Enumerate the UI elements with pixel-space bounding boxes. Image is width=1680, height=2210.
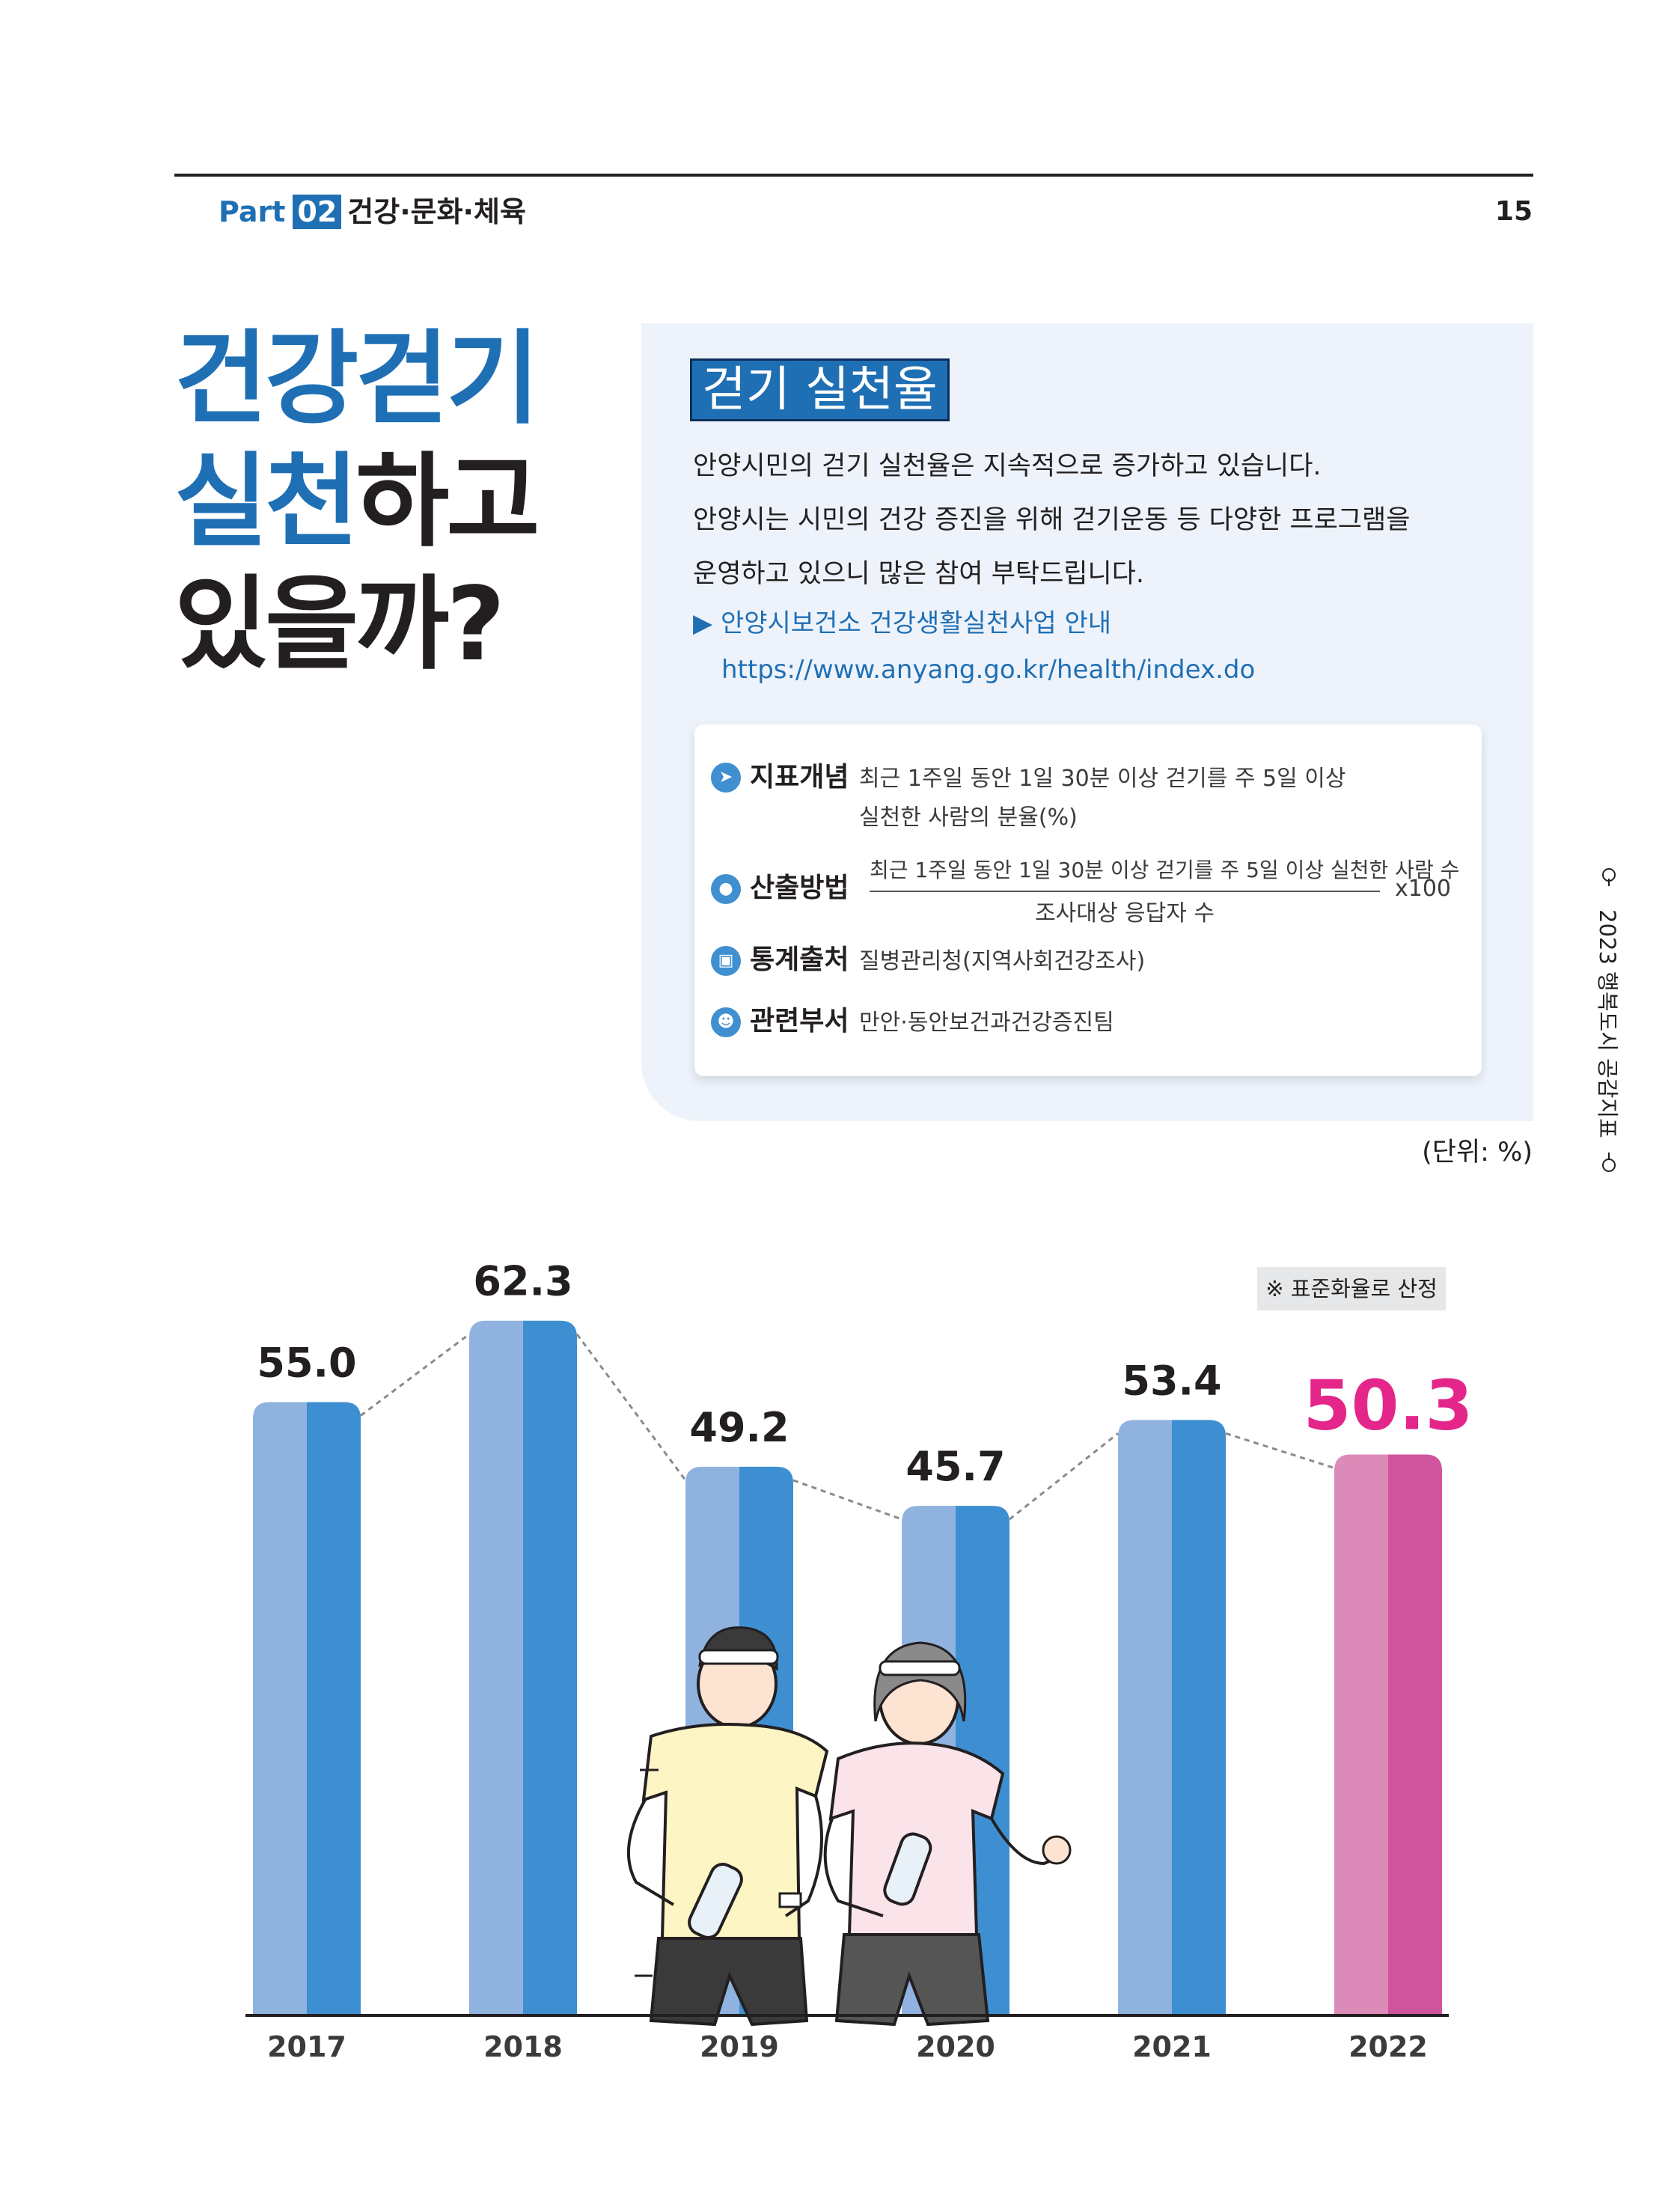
bar-2018 xyxy=(469,1320,577,2015)
part-label: Part 02 건강·문화·체육 xyxy=(219,193,526,231)
value-label-2019: 49.2 xyxy=(689,1404,789,1451)
value-label-2017: 55.0 xyxy=(257,1340,356,1387)
value-label-2021: 53.4 xyxy=(1122,1357,1221,1404)
value-label-2020: 45.7 xyxy=(905,1443,1005,1490)
title-line-2-rest: 하고 xyxy=(355,443,540,561)
concept-text-2: 실천한 사람의 분율(%) xyxy=(859,805,1078,831)
monitor-icon: ▣ xyxy=(711,946,741,976)
section-name: 건강·문화·체육 xyxy=(347,195,526,228)
sidebar-line-bottom xyxy=(1608,1153,1610,1160)
bar-left-half xyxy=(1118,1420,1172,2015)
link-url[interactable]: https://www.anyang.go.kr/health/index.do xyxy=(721,655,1256,685)
speech-bubble-icon: ● xyxy=(711,874,741,904)
x-tick-label-2021: 2021 xyxy=(1132,2030,1212,2063)
man-jogger-illustration xyxy=(626,1626,829,2027)
trend-line-layer xyxy=(360,1333,1335,1521)
unit-label: (단위: %) xyxy=(1422,1138,1533,1167)
bar-right-half xyxy=(523,1320,577,2015)
title-line-1: 건강걷기 xyxy=(174,320,540,439)
method-multiplier: x100 xyxy=(1395,876,1452,902)
concept-label: 지표개념 xyxy=(750,762,849,793)
title-highlight: 실천 xyxy=(174,443,358,561)
note-badge: ※ 표준화율로 산정 xyxy=(1257,1267,1446,1310)
people-icon: ☻ xyxy=(711,1007,741,1037)
joggers-illustration xyxy=(626,1626,1072,2027)
description-line-2: 안양시는 시민의 건강 증진을 위해 걷기운동 등 다양한 프로그램을 xyxy=(693,505,1411,535)
title-line-2: 실천하고 xyxy=(174,441,540,564)
source-label: 통계출처 xyxy=(750,944,849,975)
x-tick-label-2018: 2018 xyxy=(483,2030,563,2063)
method-label: 산출방법 xyxy=(750,873,849,903)
department-text: 만안·동안보건과건강증진팀 xyxy=(859,1010,1114,1036)
source-text: 질병관리청(지역사회건강조사) xyxy=(859,948,1146,974)
part-number-badge: 02 xyxy=(293,195,342,229)
panel-subtitle: 걷기 실천율 xyxy=(690,358,950,421)
page-title: 건강걷기 실천하고 있을까? xyxy=(174,318,540,686)
x-tick-label-2022: 2022 xyxy=(1348,2030,1428,2063)
bar-right-half xyxy=(307,1402,361,2015)
paper-plane-icon: ➤ xyxy=(711,763,741,793)
x-tick-label-2017: 2017 xyxy=(267,2030,346,2063)
x-tick-label-2020: 2020 xyxy=(916,2030,995,2063)
bar-left-half xyxy=(253,1402,307,2015)
method-numerator: 최근 1주일 동안 1일 30분 이상 걷기를 주 5일 이상 실천한 사람 수 xyxy=(870,858,1460,882)
trend-segment xyxy=(792,1479,902,1521)
trend-segment xyxy=(360,1333,470,1417)
bar-2022 xyxy=(1334,1454,1442,2015)
bar-left-half xyxy=(469,1320,523,2015)
trend-segment xyxy=(1009,1432,1119,1521)
part-text: Part xyxy=(219,195,286,228)
department-label: 관련부서 xyxy=(750,1006,849,1037)
bar-right-half xyxy=(1388,1454,1442,2015)
fraction-line xyxy=(870,891,1380,892)
value-label-2018: 62.3 xyxy=(473,1258,572,1305)
value-label-2022: 50.3 xyxy=(1304,1366,1473,1446)
woman-jogger-illustration xyxy=(823,1641,1072,2027)
bar-2017 xyxy=(253,1402,361,2015)
concept-text-1: 최근 1주일 동안 1일 30분 이상 걷기를 주 5일 이상 xyxy=(859,766,1346,792)
title-line-3: 있을까? xyxy=(174,566,505,684)
definition-card xyxy=(694,724,1482,1076)
x-tick-label-2019: 2019 xyxy=(700,2030,779,2063)
description-line-3: 운영하고 있으니 많은 참여 부탁드립니다. xyxy=(693,559,1145,589)
method-denominator: 조사대상 응답자 수 xyxy=(1035,900,1215,927)
page-number: 15 xyxy=(1494,196,1533,227)
bar-2021 xyxy=(1118,1420,1226,2015)
description-line-1: 안양시민의 걷기 실천율은 지속적으로 증가하고 있습니다. xyxy=(693,451,1322,481)
bar-right-half xyxy=(1172,1420,1226,2015)
sidebar-dot-bottom xyxy=(1602,1159,1616,1172)
trend-segment xyxy=(575,1333,687,1481)
top-rule xyxy=(174,174,1533,177)
bar-left-half xyxy=(1334,1454,1388,2015)
sidebar-line-top xyxy=(1608,879,1610,886)
bars-layer xyxy=(253,1320,1442,2015)
labels-layer: 55.0 2017 62.3 2018 49.2 2019 45.7 2020 53.4 2021… xyxy=(257,1258,1473,2063)
link-title: ▶ 안양시보건소 건강생활실천사업 안내 xyxy=(693,608,1112,638)
